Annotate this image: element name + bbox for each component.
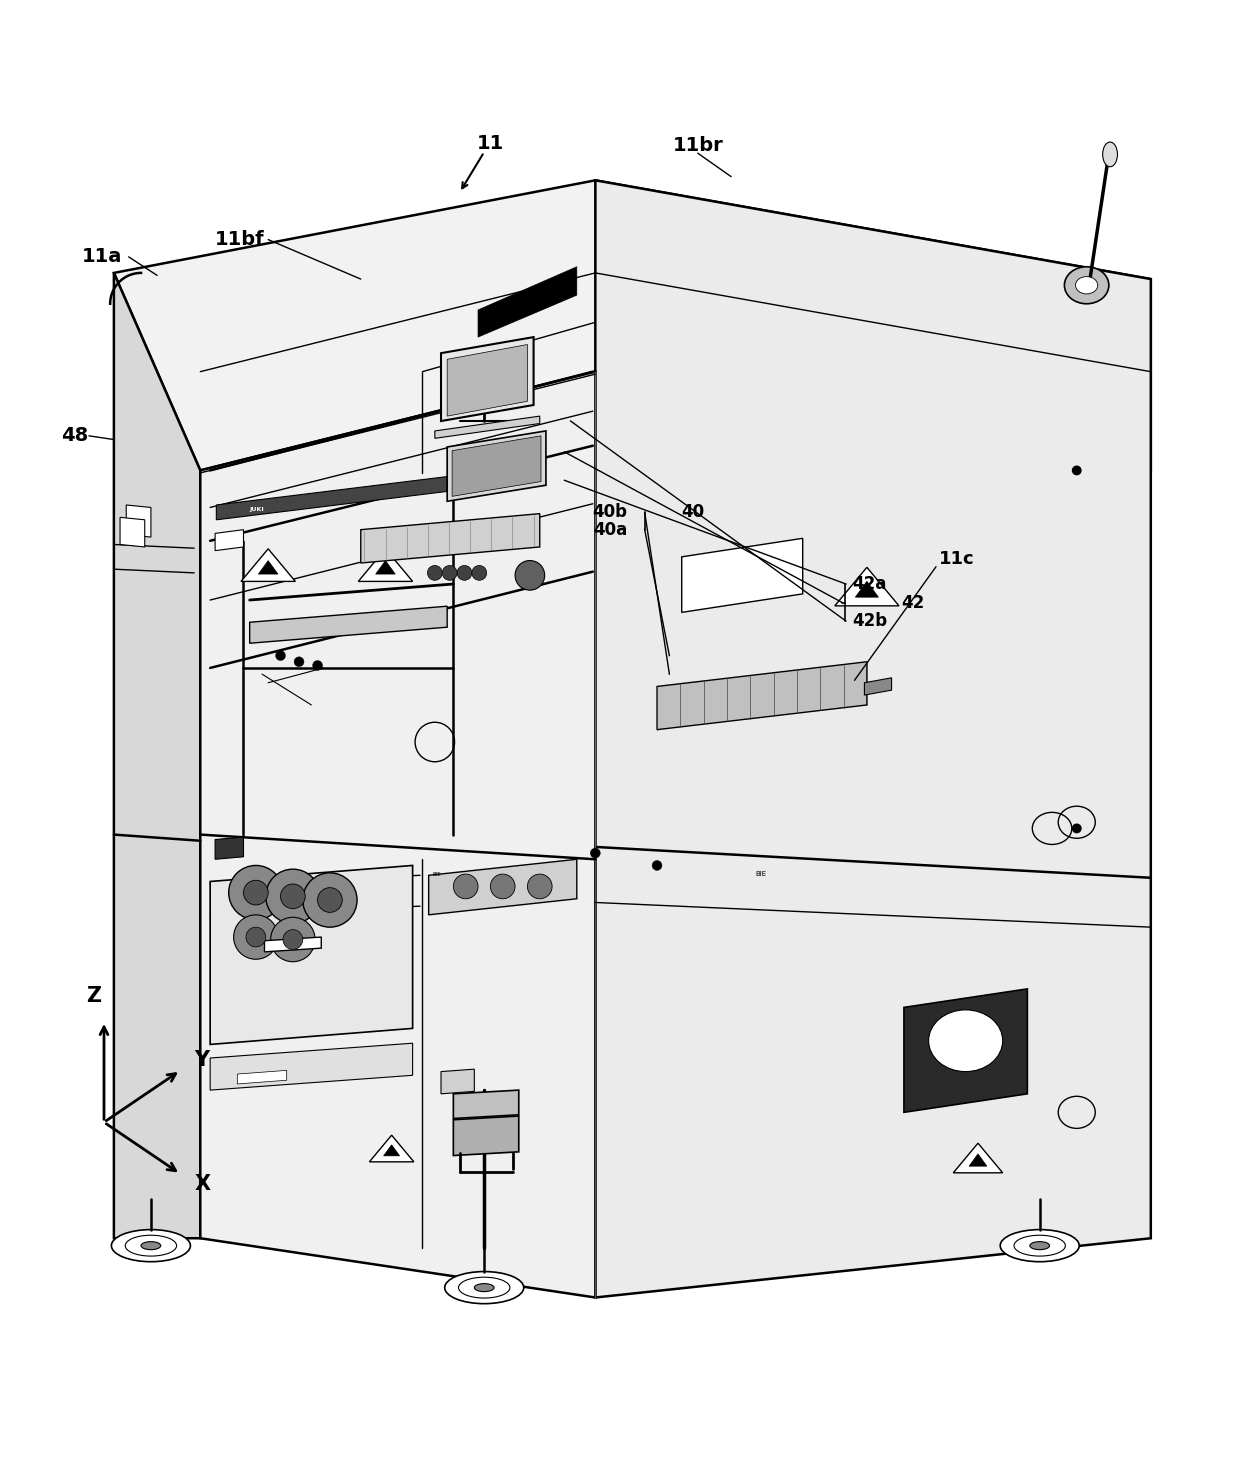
Text: 48: 48 bbox=[61, 426, 88, 445]
Circle shape bbox=[312, 660, 322, 671]
Circle shape bbox=[1071, 824, 1081, 834]
Circle shape bbox=[458, 565, 472, 580]
Ellipse shape bbox=[112, 1230, 191, 1261]
Circle shape bbox=[294, 657, 304, 666]
Circle shape bbox=[270, 917, 315, 962]
Polygon shape bbox=[454, 1091, 518, 1119]
Ellipse shape bbox=[141, 1242, 161, 1250]
Polygon shape bbox=[435, 416, 539, 438]
Polygon shape bbox=[448, 344, 527, 416]
Polygon shape bbox=[864, 678, 892, 695]
Polygon shape bbox=[595, 181, 1151, 1297]
Polygon shape bbox=[264, 936, 321, 951]
Polygon shape bbox=[954, 1143, 1003, 1172]
Polygon shape bbox=[376, 561, 396, 574]
Polygon shape bbox=[126, 505, 151, 537]
Polygon shape bbox=[241, 549, 295, 582]
Polygon shape bbox=[114, 181, 1151, 470]
Polygon shape bbox=[216, 476, 448, 519]
Polygon shape bbox=[448, 430, 546, 502]
Text: 11c: 11c bbox=[939, 551, 975, 568]
Polygon shape bbox=[454, 1116, 518, 1156]
Circle shape bbox=[527, 874, 552, 899]
Text: 11: 11 bbox=[476, 134, 503, 153]
Circle shape bbox=[317, 887, 342, 913]
Polygon shape bbox=[383, 1144, 399, 1156]
Text: 11br: 11br bbox=[672, 137, 723, 156]
Text: BIE: BIE bbox=[756, 871, 766, 877]
Circle shape bbox=[243, 880, 268, 905]
Circle shape bbox=[472, 565, 486, 580]
Polygon shape bbox=[370, 1135, 414, 1162]
Polygon shape bbox=[215, 530, 243, 551]
Circle shape bbox=[280, 884, 305, 908]
Circle shape bbox=[515, 561, 544, 591]
Circle shape bbox=[275, 650, 285, 660]
Circle shape bbox=[428, 565, 443, 580]
Text: 40: 40 bbox=[682, 503, 704, 521]
Circle shape bbox=[303, 873, 357, 928]
Circle shape bbox=[443, 565, 458, 580]
Text: 42b: 42b bbox=[852, 611, 887, 631]
Polygon shape bbox=[237, 1070, 286, 1083]
Polygon shape bbox=[835, 567, 899, 605]
Polygon shape bbox=[201, 371, 595, 1297]
Text: 40b: 40b bbox=[593, 503, 627, 521]
Ellipse shape bbox=[1064, 267, 1109, 304]
Ellipse shape bbox=[1001, 1230, 1079, 1261]
Circle shape bbox=[228, 865, 283, 920]
Polygon shape bbox=[210, 1043, 413, 1091]
Ellipse shape bbox=[929, 1011, 1003, 1071]
Text: 11bf: 11bf bbox=[215, 230, 264, 249]
Text: Y: Y bbox=[195, 1051, 210, 1070]
Text: 42: 42 bbox=[901, 594, 925, 611]
Polygon shape bbox=[970, 1155, 987, 1166]
Circle shape bbox=[652, 861, 662, 871]
Polygon shape bbox=[258, 561, 278, 574]
Polygon shape bbox=[441, 337, 533, 421]
Polygon shape bbox=[441, 1068, 475, 1094]
Ellipse shape bbox=[1030, 1242, 1049, 1250]
Ellipse shape bbox=[1075, 276, 1097, 294]
Ellipse shape bbox=[445, 1272, 523, 1303]
Circle shape bbox=[246, 928, 265, 947]
Text: X: X bbox=[195, 1174, 211, 1195]
Polygon shape bbox=[114, 273, 201, 1238]
Polygon shape bbox=[249, 605, 448, 643]
Polygon shape bbox=[358, 549, 413, 582]
Polygon shape bbox=[453, 436, 541, 496]
Polygon shape bbox=[210, 865, 413, 1045]
Circle shape bbox=[1071, 466, 1081, 475]
Polygon shape bbox=[215, 837, 243, 859]
Circle shape bbox=[490, 874, 515, 899]
Circle shape bbox=[283, 929, 303, 950]
Polygon shape bbox=[479, 267, 577, 337]
Polygon shape bbox=[856, 582, 878, 597]
Polygon shape bbox=[120, 518, 145, 548]
Ellipse shape bbox=[1102, 142, 1117, 166]
Text: Z: Z bbox=[87, 987, 102, 1006]
Text: 11a: 11a bbox=[82, 248, 122, 266]
Circle shape bbox=[454, 874, 479, 899]
Text: JUKI: JUKI bbox=[249, 508, 264, 512]
Text: 42a: 42a bbox=[852, 574, 887, 594]
Circle shape bbox=[233, 914, 278, 959]
Text: BIE: BIE bbox=[433, 871, 441, 877]
Circle shape bbox=[590, 849, 600, 858]
Ellipse shape bbox=[475, 1284, 494, 1291]
Polygon shape bbox=[904, 988, 1028, 1113]
Polygon shape bbox=[429, 859, 577, 914]
Text: 40a: 40a bbox=[593, 521, 627, 539]
Polygon shape bbox=[657, 662, 867, 730]
Circle shape bbox=[265, 870, 320, 923]
Polygon shape bbox=[682, 539, 802, 613]
Polygon shape bbox=[361, 513, 539, 562]
